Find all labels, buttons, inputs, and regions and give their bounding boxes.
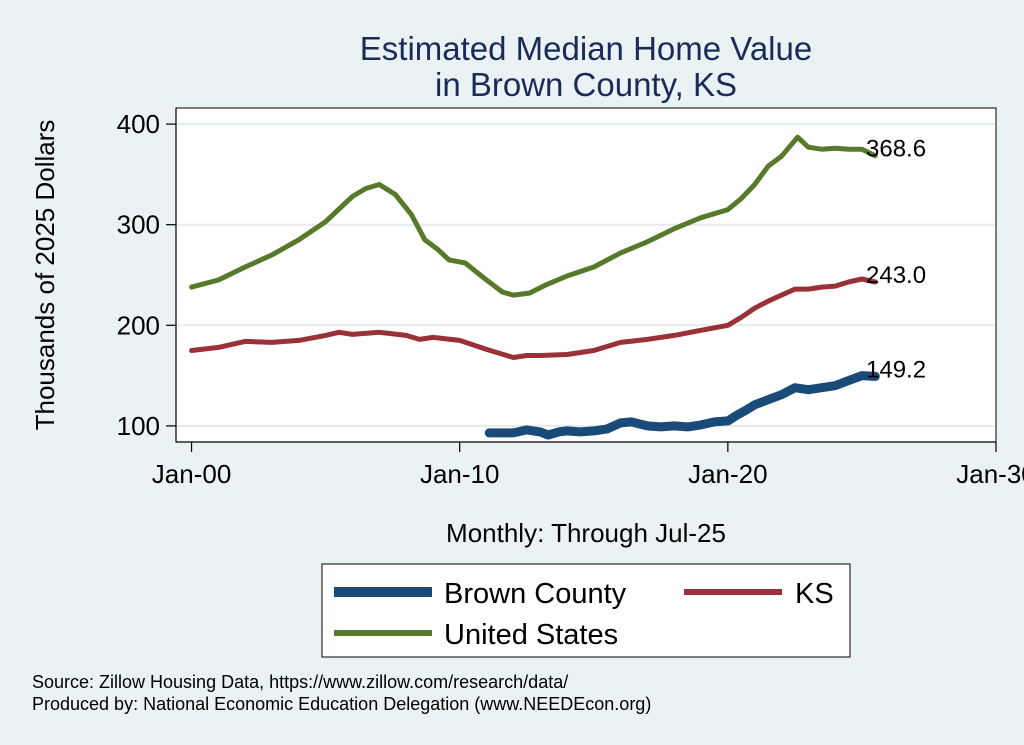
x-axis: Jan-00 Jan-10 Jan-20 Jan-30 — [152, 441, 1024, 489]
x-tick-label-2030: Jan-30 — [956, 459, 1024, 489]
y-tick-label-400: 400 — [117, 109, 160, 139]
legend-box — [321, 563, 851, 658]
end-label-united-states: 368.6 — [866, 136, 926, 163]
x-tick-label-2020: Jan-20 — [688, 459, 768, 489]
plot-area — [175, 107, 997, 443]
produced-by-note: Produced by: National Economic Education… — [32, 694, 651, 714]
x-tick-label-2000: Jan-00 — [152, 459, 232, 489]
chart-title-line-2: in Brown County, KS — [435, 66, 737, 103]
series-line-united-states — [189, 134, 878, 298]
legend-label-ks: KS — [795, 578, 834, 610]
y-axis: 100 200 300 400 — [117, 108, 177, 442]
y-tick-label-300: 300 — [117, 210, 160, 240]
series-lines — [189, 134, 880, 440]
legend-label-united-states: United States — [444, 619, 618, 651]
y-tick-label-200: 200 — [117, 310, 160, 340]
source-note: Source: Zillow Housing Data, https://www… — [32, 672, 568, 692]
end-labels: 368.6 243.0 149.2 — [866, 136, 926, 384]
chart-title-line-1: Estimated Median Home Value — [360, 30, 812, 67]
y-axis-title: Thousands of 2025 Dollars — [30, 120, 60, 431]
x-axis-title: Monthly: Through Jul-25 — [446, 518, 726, 548]
end-label-brown-county: 149.2 — [866, 356, 926, 383]
legend-label-brown-county: Brown County — [444, 578, 627, 610]
y-tick-label-100: 100 — [117, 411, 160, 441]
end-label-ks: 243.0 — [866, 262, 926, 289]
x-tick-label-2010: Jan-10 — [420, 459, 500, 489]
series-line-ks — [189, 276, 878, 360]
gridlines — [177, 123, 995, 427]
series-line-brown-county — [484, 371, 880, 440]
